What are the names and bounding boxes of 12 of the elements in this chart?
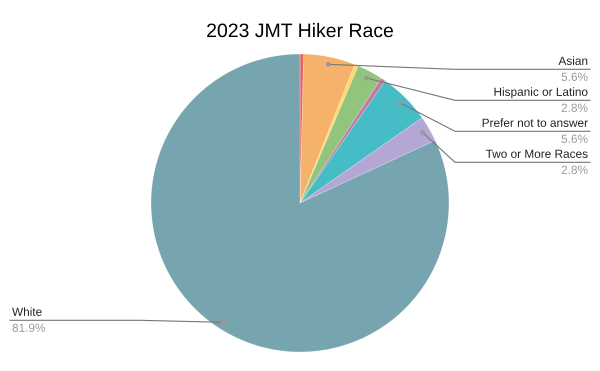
data-label: 5.6%	[562, 72, 588, 81]
data-label: 5.6%	[562, 134, 588, 143]
data-label: 2.8%	[562, 104, 588, 112]
data-label: 81.9%	[12, 324, 46, 332]
slice-label: White	[12, 307, 42, 316]
slice-label: Two or More Races	[486, 150, 588, 158]
chart-title: 2023 JMT Hiker Race	[207, 22, 393, 38]
pie-slice	[150, 54, 450, 352]
data-label: 2.8%	[562, 166, 588, 174]
slice-label: Hispanic or Latino	[494, 87, 588, 98]
slice-label: Prefer not to answer	[482, 118, 588, 127]
slice-label: Asian	[558, 56, 588, 65]
